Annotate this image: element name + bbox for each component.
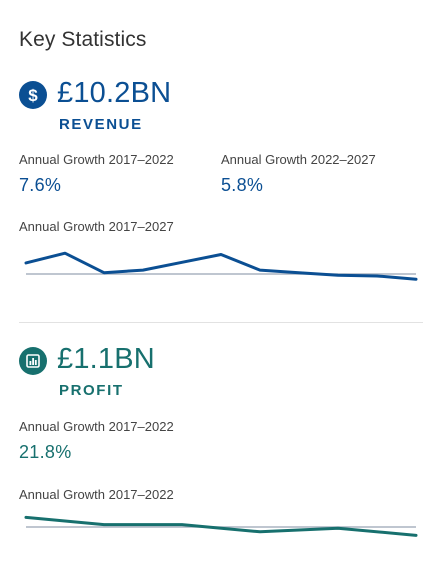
revenue-sparkline [24,251,418,281]
sparkline-series-line [24,515,418,537]
dollar-circle-icon: $ [19,81,47,109]
revenue-value: £10.2BN [57,77,172,109]
revenue-growth-value-2: 5.8% [221,175,264,195]
revenue-growth-label-1: Annual Growth 2017–2022 [19,152,174,167]
profit-label: PROFIT [59,382,124,399]
revenue-growth-value-1: 7.6% [19,175,62,195]
profit-growth-label-1: Annual Growth 2017–2022 [19,419,174,434]
profit-growth-value-1: 21.8% [19,442,72,462]
revenue-chart-label: Annual Growth 2017–2027 [19,219,174,234]
profit-chart-label: Annual Growth 2017–2022 [19,487,174,502]
revenue-label: REVENUE [59,116,143,133]
section-divider [19,322,423,323]
page-title: Key Statistics [19,28,147,51]
profit-sparkline [24,515,418,537]
sparkline-series-line [24,251,418,281]
profit-value: £1.1BN [57,343,155,375]
svg-text:$: $ [28,86,38,105]
bar-chart-icon [19,347,47,375]
revenue-growth-label-2: Annual Growth 2022–2027 [221,152,376,167]
